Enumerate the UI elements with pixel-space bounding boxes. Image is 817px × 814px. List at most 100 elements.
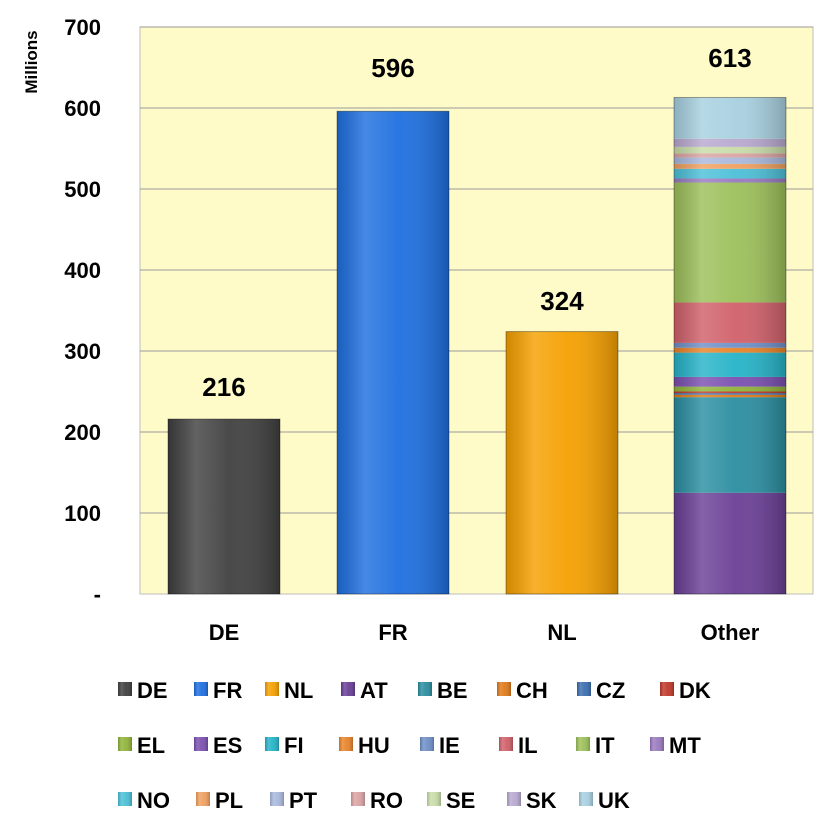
- y-axis-label: Millions: [22, 30, 41, 93]
- legend-label: IL: [518, 733, 538, 758]
- bar-segment-shade: [674, 391, 786, 394]
- bar-segment-shade: [674, 182, 786, 303]
- legend-item-nl: NL: [265, 678, 313, 703]
- legend-swatch-shade: [194, 737, 208, 751]
- legend-label: FI: [284, 733, 304, 758]
- legend-label: AT: [360, 678, 388, 703]
- legend-swatch-shade: [499, 737, 513, 751]
- legend-item-el: EL: [118, 733, 165, 758]
- legend-label: SK: [526, 788, 557, 813]
- x-axis-categories: DE FR NL Other: [209, 620, 760, 645]
- legend-swatch-shade: [576, 737, 590, 751]
- legend-item-ro: RO: [351, 788, 403, 813]
- bar-segment-shade: [674, 386, 786, 392]
- legend-item-at: AT: [341, 678, 388, 703]
- data-label: 324: [540, 286, 584, 316]
- legend-swatch-shade: [194, 682, 208, 696]
- legend-label: PL: [215, 788, 243, 813]
- legend-label: CZ: [596, 678, 625, 703]
- legend-item-ie: IE: [420, 733, 460, 758]
- legend-swatch-shade: [118, 682, 132, 696]
- bar-segment-shade: [674, 163, 786, 169]
- x-tick-label: FR: [378, 620, 407, 645]
- bar-segment-shade: [168, 419, 280, 594]
- legend-label: SE: [446, 788, 475, 813]
- legend-item-fr: FR: [194, 678, 242, 703]
- legend-swatch-shade: [650, 737, 664, 751]
- bar-segment-shade: [674, 376, 786, 387]
- legend-label: EL: [137, 733, 165, 758]
- bar-segment-shade: [337, 111, 449, 595]
- data-labels: 216 596 324 613: [202, 43, 751, 402]
- bar-outline: [167, 418, 281, 595]
- legend-item-se: SE: [427, 788, 475, 813]
- legend-swatch-shade: [339, 737, 353, 751]
- y-tick-label: 300: [64, 339, 101, 364]
- x-tick-label: Other: [701, 620, 760, 645]
- legend-label: NO: [137, 788, 170, 813]
- legend-item-mt: MT: [650, 733, 701, 758]
- legend-swatch-shade: [420, 737, 434, 751]
- x-tick-label: NL: [547, 620, 576, 645]
- bar-segment-shade: [674, 397, 786, 493]
- bar-segment-shade: [674, 138, 786, 147]
- legend-label: PT: [289, 788, 318, 813]
- bar-segment-shade: [674, 352, 786, 377]
- legend-label: IE: [439, 733, 460, 758]
- legend-item-pl: PL: [196, 788, 243, 813]
- legend-swatch-shade: [265, 737, 279, 751]
- bar-segment-shade: [674, 342, 786, 348]
- legend-item-sk: SK: [507, 788, 557, 813]
- bar-segment-shade: [674, 492, 786, 594]
- legend-swatch-shade: [270, 792, 284, 806]
- legend-item-ch: CH: [497, 678, 548, 703]
- legend-item-uk: UK: [579, 788, 630, 813]
- y-tick-label: 700: [64, 15, 101, 40]
- bar-segment-shade: [674, 178, 786, 183]
- legend-swatch-shade: [118, 792, 132, 806]
- x-tick-label: DE: [209, 620, 240, 645]
- legend-swatch-shade: [507, 792, 521, 806]
- legend-label: DK: [679, 678, 711, 703]
- y-tick-label: 100: [64, 501, 101, 526]
- legend-label: UK: [598, 788, 630, 813]
- legend-item-de: DE: [118, 678, 168, 703]
- legend-swatch-shade: [341, 682, 355, 696]
- y-tick-label: -: [94, 582, 101, 607]
- legend-swatch-shade: [196, 792, 210, 806]
- data-label: 596: [371, 53, 414, 83]
- bar-outline: [673, 96, 787, 595]
- y-axis-ticks: - 100 200 300 400 500 600 700: [64, 15, 101, 607]
- bar-segment-shade: [506, 331, 618, 594]
- legend-label: RO: [370, 788, 403, 813]
- bar-segment-shade: [674, 393, 786, 395]
- y-tick-label: 600: [64, 96, 101, 121]
- legend-swatch-shade: [265, 682, 279, 696]
- legend-label: IT: [595, 733, 615, 758]
- bar-segment-shade: [674, 394, 786, 398]
- legend-swatch-shade: [351, 792, 365, 806]
- legend-item-hu: HU: [339, 733, 390, 758]
- bar-segment-shade: [674, 97, 786, 139]
- bars: [167, 96, 787, 595]
- legend-label: FR: [213, 678, 242, 703]
- legend-item-fi: FI: [265, 733, 304, 758]
- legend-label: BE: [437, 678, 468, 703]
- legend-label: HU: [358, 733, 390, 758]
- legend-swatch-shade: [118, 737, 132, 751]
- legend-item-es: ES: [194, 733, 242, 758]
- bar-segment-shade: [674, 146, 786, 154]
- data-label: 216: [202, 372, 245, 402]
- legend-swatch-shade: [418, 682, 432, 696]
- legend-item-pt: PT: [270, 788, 318, 813]
- bar-segment-shade: [674, 153, 786, 158]
- legend-item-dk: DK: [660, 678, 711, 703]
- legend-swatch-shade: [579, 792, 593, 806]
- legend-swatch-shade: [660, 682, 674, 696]
- legend-item-il: IL: [499, 733, 538, 758]
- bar-outline: [505, 331, 619, 595]
- y-tick-label: 500: [64, 177, 101, 202]
- legend-item-it: IT: [576, 733, 615, 758]
- legend-swatch-shade: [577, 682, 591, 696]
